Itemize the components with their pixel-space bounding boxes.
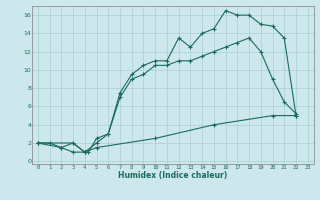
X-axis label: Humidex (Indice chaleur): Humidex (Indice chaleur) — [118, 171, 228, 180]
